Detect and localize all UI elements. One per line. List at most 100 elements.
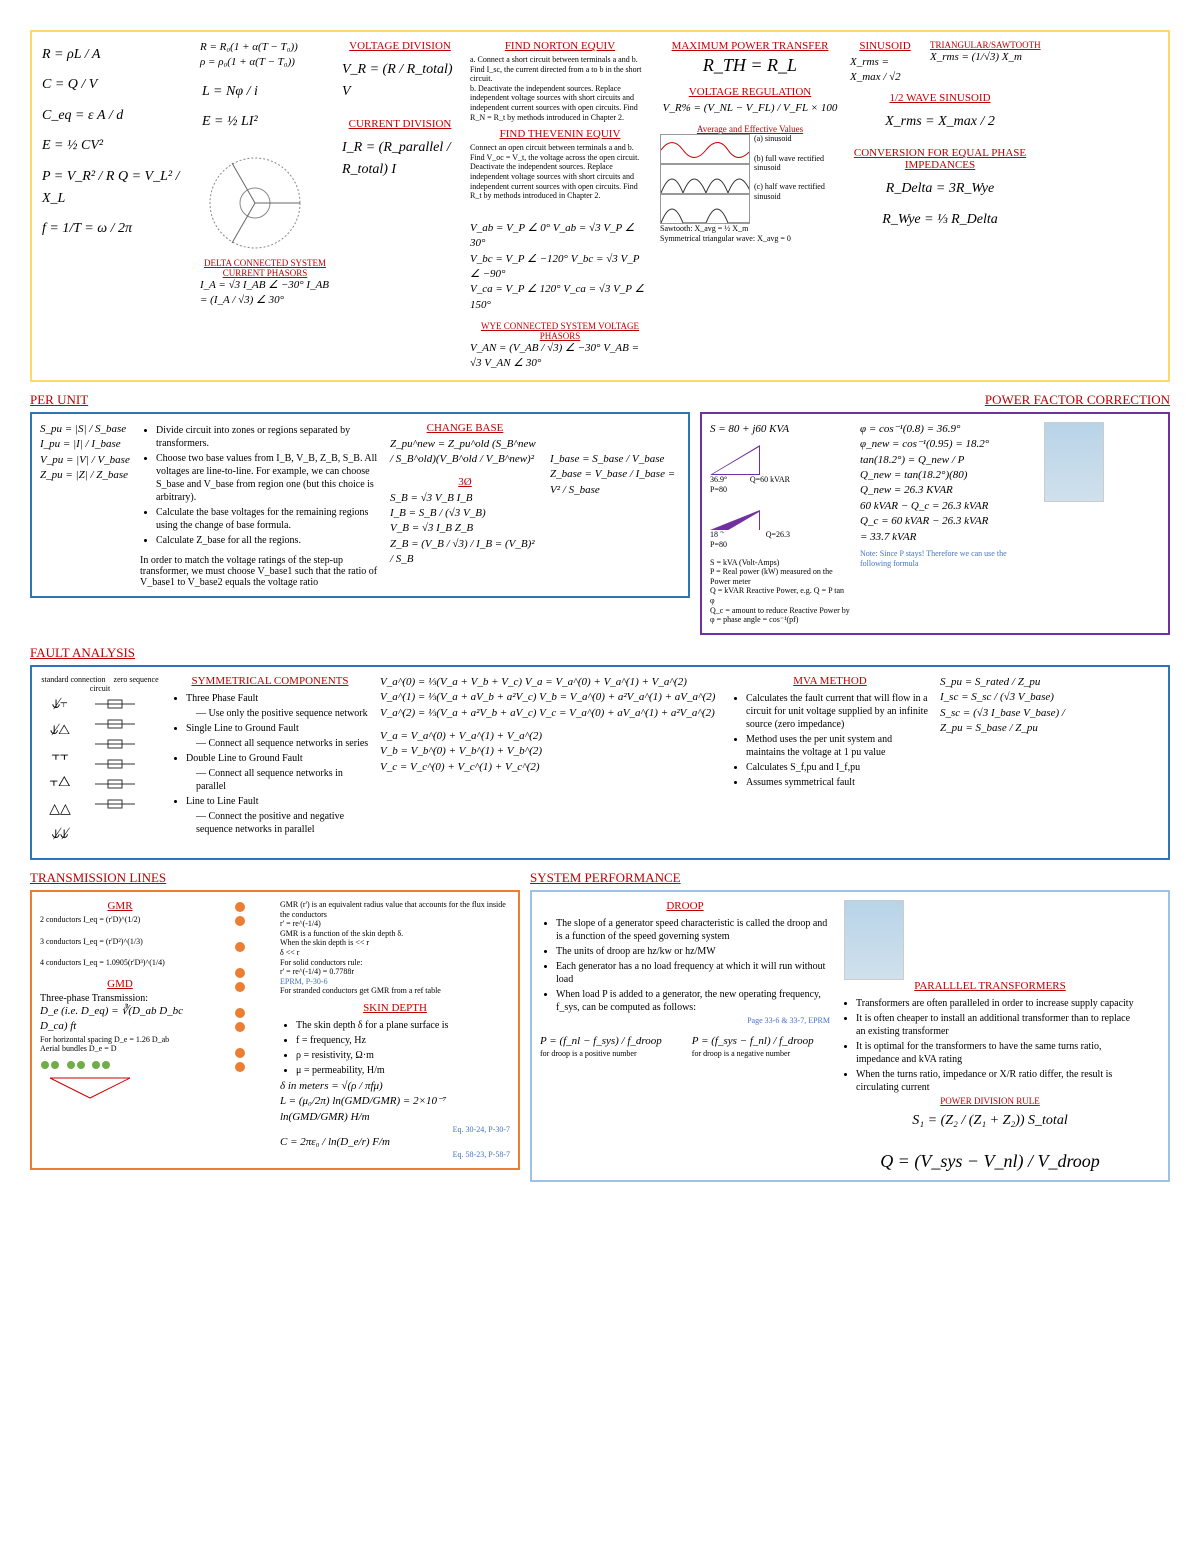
mpt-f: R_TH = R_L [660,55,840,76]
tl5: P=80 [710,540,850,550]
delta-f: I_A = √3 I_AB ∠ −30° I_AB = (I_A / √3) ∠… [200,278,330,309]
pu-b1: Choose two base values from I_B, V_B, Z_… [156,452,380,504]
thev-t2: Deactivate the independent sources. Repl… [470,162,650,200]
sdb3: μ = permeability, H/m [296,1064,510,1077]
vdiv-f: V_R = (R / R_total) V [342,59,458,104]
cb-title: CHANGE BASE [390,422,540,434]
sdb2: ρ = resistivity, Ω·m [296,1049,510,1062]
drb2: Each generator has a no load frequency a… [556,960,830,986]
fa-title: FAULT ANALYSIS [30,645,1170,661]
tl-box: GMR 2 conductors I_eq = (r'D)^(1/2) 3 co… [30,890,520,1170]
scb6: Line to Line Fault [186,795,370,808]
drf0: P = (f_nl − f_sys) / f_droop [540,1034,662,1049]
avg-n4: Symmetrical triangular wave: X_avg = 0 [660,234,840,244]
pfc-l1: φ_new = cos⁻¹(0.95) = 18.2° [860,437,1030,452]
pu-b0: Divide circuit into zones or regions sep… [156,424,380,450]
pt-f: S₁ = (Z₂ / (Z₁ + Z₂)) S_total [842,1110,1138,1132]
droop-ref: Page 33-6 & 33-7, EPRM [540,1016,830,1026]
pfc-l6: Q_c = 60 kVAR − 26.3 kVAR [860,514,1030,529]
sdf2: C = 2πε₀ / ln(D_e/r) F/m [280,1135,510,1150]
avg-n2: (c) half wave rectified sinusoid [754,182,840,201]
scf4: V_b = V_b^(0) + V_b^(1) + V_b^(2) [380,744,720,759]
pt-list: Transformers are often paralleled in ord… [840,995,1140,1096]
drb3: When load P is added to a generator, the… [556,988,830,1014]
pfc-l0: φ = cos⁻¹(0.8) = 36.9° [860,422,1030,437]
scb2: Single Line to Ground Fault [186,722,370,735]
pu-bullets: Divide circuit into zones or regions sep… [140,422,380,549]
pfc-l7: = 33.7 kVAR [860,530,1030,545]
f-rho: ρ = ρ₀(1 + α(T − T₀)) [200,55,330,70]
half-title: 1/2 WAVE SINUSOID [850,92,1030,104]
drb0: The slope of a generator speed character… [556,917,830,943]
sp-box: DROOP The slope of a generator speed cha… [530,890,1170,1182]
pu-title: PER UNIT [30,392,690,408]
avg-n3: Sawtooth: X_avg = ½ X_m [660,224,840,234]
vreg-title: VOLTAGE REGULATION [660,86,840,98]
scb3: — Connect all sequence networks in serie… [196,737,370,750]
vdiv-title: VOLTAGE DIVISION [340,40,460,52]
triangle-2 [710,510,760,530]
pfc-note: Note: Since P stays! Therefore we can us… [860,549,1030,568]
pu-box: S_pu = |S| / S_base I_pu = |I| / I_base … [30,412,690,598]
three-5: Z_base = V_base / I_base = V² / S_base [550,467,680,498]
wave-half [660,194,750,224]
f-r: R = ρL / A [42,44,188,66]
mvab3: Assumes symmetrical fault [746,776,930,789]
sdr1: Eq. 58-23, P-58-7 [280,1150,510,1160]
gmr1: 3 conductors I_eq = (r'D²)^(1/3) [40,937,200,947]
pu-f0: S_pu = |S| / S_base [40,422,130,437]
conn-hdr: standard connection zero sequence circui… [40,675,160,694]
cb-f: Z_pu^new = Z_pu^old (S_B^new / S_B^old)(… [390,437,540,468]
f-ceq: C_eq = ε A / d [42,105,188,127]
ptb1: It is often cheaper to install an additi… [856,1012,1140,1038]
gmrn1: r' = re^(-1/4) [280,919,510,929]
scf2: V_a^(2) = ⅓(V_a + a²V_b + aV_c) V_c = V_… [380,706,720,721]
pfc-legend: S = kVA (Volt-Amps) P = Real power (kW) … [710,558,850,625]
conductor-dots [210,900,270,1160]
scf1: V_a^(1) = ⅓(V_a + aV_b + a²V_c) V_b = V_… [380,690,720,705]
gmrn6: r' = re^(-1/4) = 0.7788r [280,967,510,977]
thev-t1: Connect an open circuit between terminal… [470,143,650,162]
drf1: P = (f_sys − f_nl) / f_droop [692,1034,814,1049]
pu-note: In order to match the voltage ratings of… [140,555,380,588]
pfc-l5: 60 kVAR − Q_c = 26.3 kVAR [860,499,1030,514]
drb1: The units of droop are hz/kw or hz/MW [556,945,830,958]
norton-title: FIND NORTON EQUIV [470,40,650,52]
phasor-circle-diagram [200,148,310,258]
scb0: Three Phase Fault [186,692,370,705]
three-2: V_B = √3 I_B Z_B [390,521,540,536]
bundle-diagram [40,1060,200,1106]
three-1: I_B = S_B / (√3 V_B) [390,506,540,521]
wave-sin [660,134,750,164]
scf0: V_a^(0) = ⅓(V_a + V_b + V_c) V_a = V_a^(… [380,675,720,690]
basics-box: R = ρL / A C = Q / V C_eq = ε A / d E = … [30,30,1170,382]
sdf0: δ in meters = √(ρ / πfμ) [280,1079,510,1094]
f-el: E = ½ LI² [202,111,328,133]
f-ralpha: R = R₀(1 + α(T − T₀)) [200,40,330,55]
gmrn3: When the skin depth is << r [280,938,510,948]
ptb3t: When the turns ratio, impedance or X/R r… [856,1069,1112,1093]
gmrn5: For solid conductors rule: [280,958,510,968]
zero-seq-symbols [90,694,140,850]
q-f: Q = (V_sys − V_nl) / V_droop [840,1151,1140,1172]
gmrn0: GMR (r') is an equivalent radius value t… [280,900,510,919]
mvab0: Calculates the fault current that will f… [746,692,930,731]
tl0: 36.9° [710,475,727,485]
mvab1: Method uses the per unit system and main… [746,733,930,759]
gmdn0: For horizontal spacing D_e = 1.26 D_ab [40,1035,200,1045]
sc-title: SYMMETRICAL COMPONENTS [170,675,370,687]
droop-list: The slope of a generator speed character… [540,915,830,1016]
wye-f: V_AN = (V_AB / √3) ∠ −30° V_AB = √3 V_AN… [470,341,650,372]
pu-f2: V_pu = |V| / V_base [40,453,130,468]
conv1: R_Delta = 3R_Wye [852,178,1028,200]
ptb3: When the turns ratio, impedance or X/R r… [856,1068,1140,1094]
scb5: — Connect all sequence networks in paral… [196,767,370,793]
gmrn7: For stranded conductors get GMR from a r… [280,986,510,996]
pfc-ex: S = 80 + j60 KVA [710,422,850,437]
norton-b: b. Deactivate the independent sources. R… [470,84,650,122]
conv2: R_Wye = ⅓ R_Delta [852,209,1028,231]
sdb0: The skin depth δ for a plane surface is [296,1019,510,1032]
tl1: Q=60 kVAR [750,475,790,485]
mvaf2: S_sc = (√3 I_base V_base) / Z_pu = S_bas… [940,706,1090,737]
scb7: — Connect the positive and negative sequ… [196,810,370,836]
